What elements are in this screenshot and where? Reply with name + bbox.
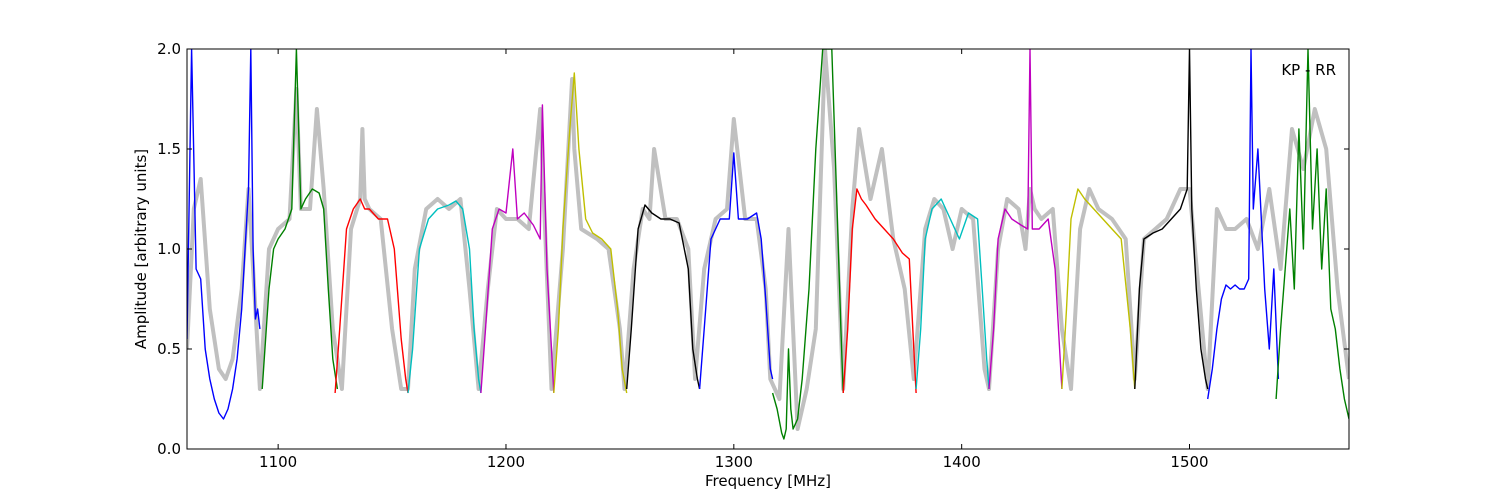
y-tick-label: 2.0 [157,40,181,58]
y-tick-label: 1.0 [157,240,181,258]
x-tick-label: 1400 [943,453,981,471]
series-line-11 [915,198,990,390]
y-axis-label: Amplitude [arbitrary units] [132,149,150,349]
series-line-10 [842,188,917,394]
x-tick-label: 1300 [715,453,753,471]
axis-ticks: 1100 1200 1300 1400 1500 0.0 0.5 1.0 1.5 2.0 [157,40,1349,471]
background-trace [187,49,1349,431]
y-tick-label: 0.5 [157,340,181,358]
series-line-1 [187,49,261,420]
series-line-12 [988,49,1063,390]
corner-annotation: KP - RR [1281,61,1336,79]
series-line-5 [480,104,555,394]
series-line-7 [626,204,701,390]
series-line-15 [1207,49,1280,400]
x-tick-label: 1100 [259,453,297,471]
series-line-8 [698,152,774,390]
x-axis-label: Frequency [MHz] [705,472,831,490]
series-line-4 [407,200,482,394]
series-line-2 [261,49,339,390]
x-tick-label: 1500 [1170,453,1208,471]
y-tick-label: 1.5 [157,140,181,158]
x-tick-label: 1200 [487,453,525,471]
series-line-3 [334,198,409,394]
y-tick-label: 0.0 [157,440,181,458]
series-line-16 [1275,49,1349,420]
series-line-14 [1134,49,1209,390]
plot-area [187,49,1349,440]
series-line-6 [553,72,628,394]
series-line-9 [771,49,844,440]
series-line-13 [1061,188,1136,390]
